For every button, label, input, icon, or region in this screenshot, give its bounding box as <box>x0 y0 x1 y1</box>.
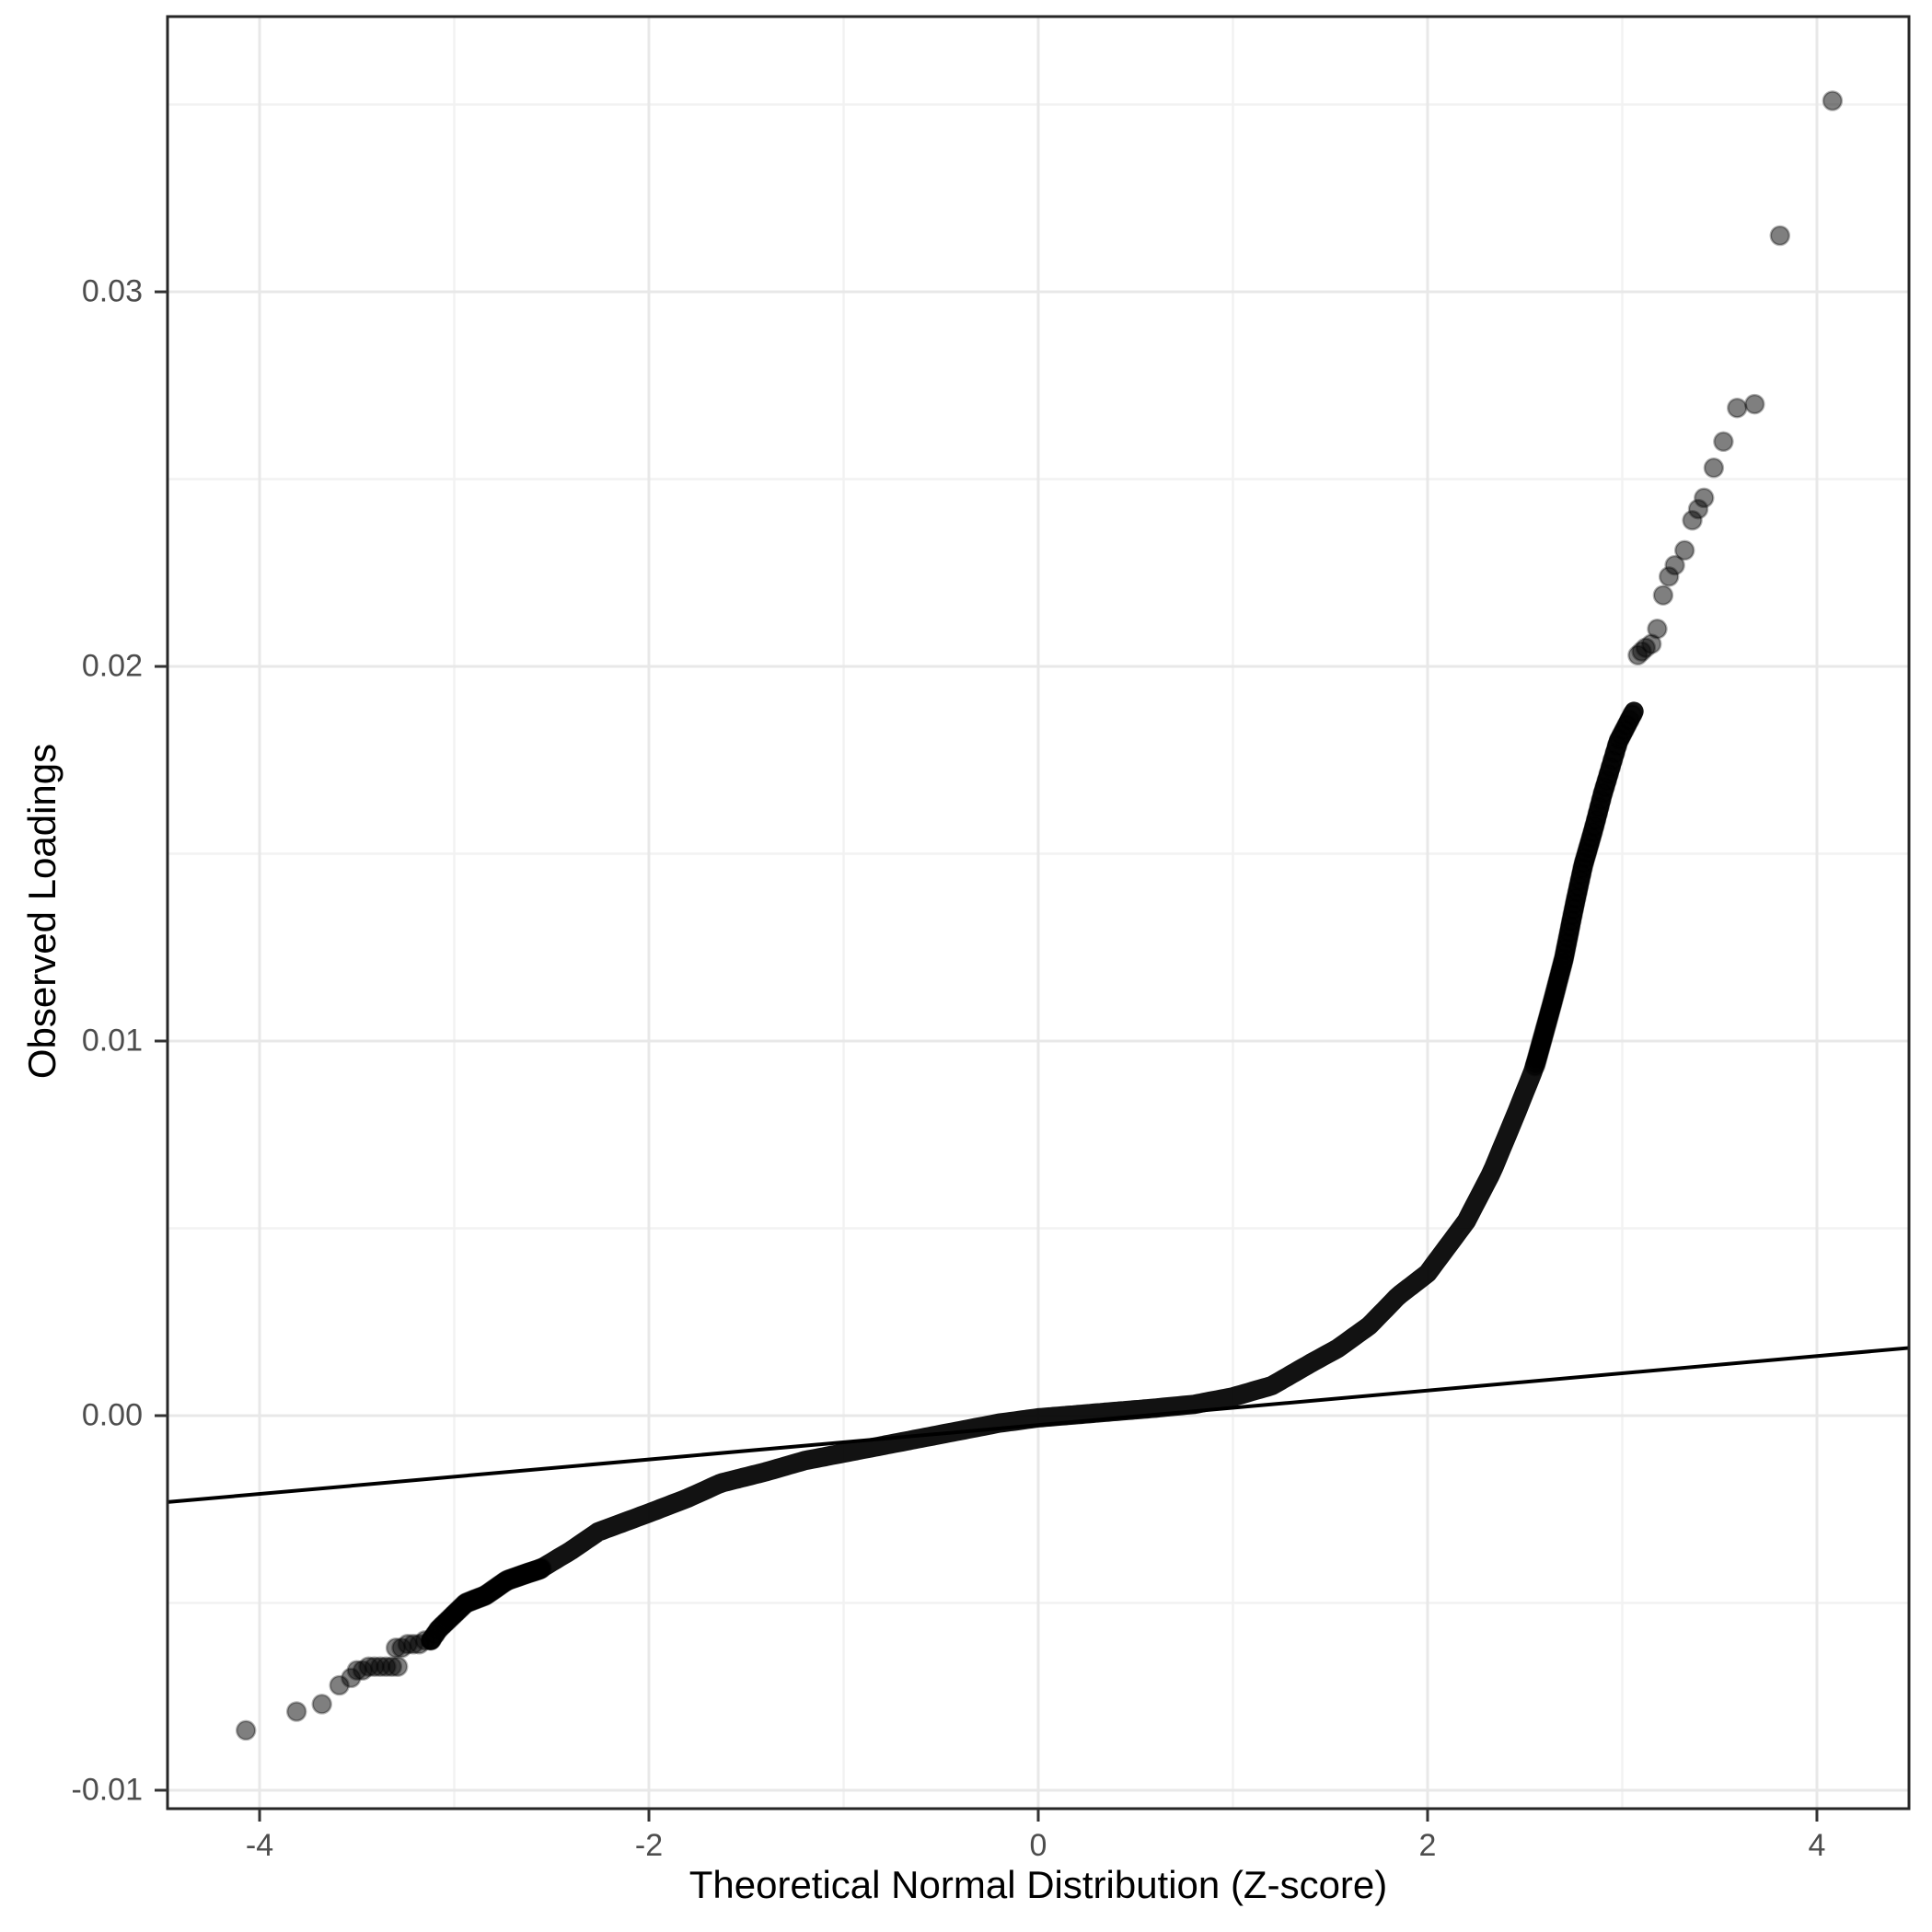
upper-tail-point <box>1744 393 1765 415</box>
upper-tail-point <box>1822 90 1844 111</box>
y-tick-label: 0.02 <box>81 648 143 684</box>
upper-tail-point <box>1652 584 1674 606</box>
x-tick-label: -4 <box>245 1828 274 1863</box>
upper-tail-point <box>1673 539 1695 561</box>
y-tick-label: -0.01 <box>71 1772 144 1808</box>
upper-tail-point <box>1703 457 1725 479</box>
lower-tail-point <box>420 1629 442 1651</box>
x-tick-label: -2 <box>634 1828 664 1863</box>
lower-tail-point <box>285 1701 307 1722</box>
lower-tail-point <box>387 1656 409 1677</box>
upper-tail-point <box>1664 554 1685 576</box>
band-tail-point <box>531 1557 552 1579</box>
qq-point-band <box>421 701 1644 1650</box>
x-tick-label: 2 <box>1418 1828 1437 1863</box>
y-tick-label: 0.03 <box>81 273 143 309</box>
lower-tail-point <box>235 1719 257 1741</box>
x-tick-label: 0 <box>1029 1828 1047 1863</box>
band-tail-point <box>1622 704 1643 725</box>
y-tick-label: 0.00 <box>81 1397 143 1433</box>
upper-tail-point <box>1769 225 1791 247</box>
upper-tail-point <box>1694 487 1715 509</box>
y-tick-label: 0.01 <box>81 1023 143 1059</box>
lower-tail-point <box>311 1694 332 1715</box>
x-tick-label: 4 <box>1808 1828 1826 1863</box>
upper-tail-point <box>1647 619 1668 640</box>
upper-tail-point <box>1727 397 1748 419</box>
upper-tail-point <box>1713 431 1734 453</box>
x-axis-title: Theoretical Normal Distribution (Z-score… <box>688 1863 1388 1906</box>
y-axis-title: Observed Loadings <box>20 743 64 1080</box>
